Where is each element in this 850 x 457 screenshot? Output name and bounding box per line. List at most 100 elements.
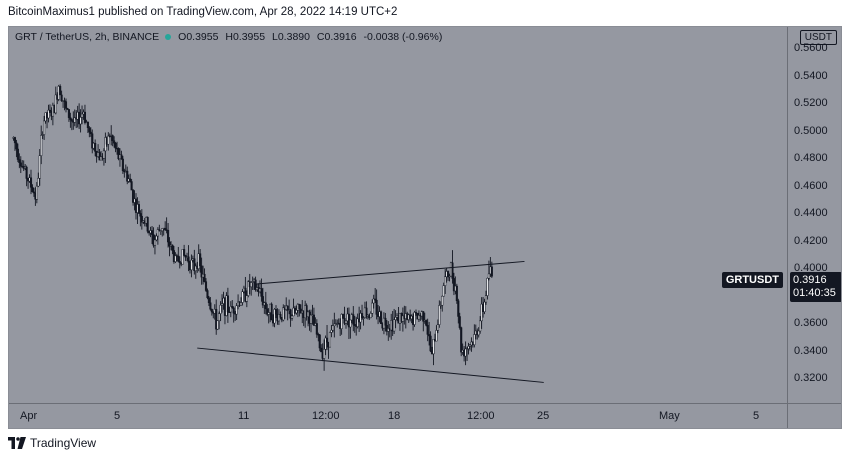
candle-body xyxy=(349,319,352,328)
candle-body xyxy=(267,312,270,315)
candle-body xyxy=(444,276,447,286)
candle-body xyxy=(439,304,442,307)
candle-body xyxy=(245,295,248,302)
candle-body xyxy=(64,101,68,109)
time-tick-label: Apr xyxy=(20,410,38,422)
candle-body xyxy=(19,162,22,167)
candle-body xyxy=(18,159,21,164)
time-tick-label: 5 xyxy=(114,410,121,422)
time-tick-label: 11 xyxy=(238,410,250,422)
candle-body xyxy=(235,305,238,315)
candle-body xyxy=(226,295,229,313)
price-axis[interactable]: USDT 0.5600 0.5400 0.5200 0.5000 0.4800 0.460… xyxy=(787,27,841,403)
candle-body xyxy=(428,334,431,337)
candle-body xyxy=(29,177,33,188)
candle-body xyxy=(251,281,254,283)
candle-body xyxy=(66,108,69,110)
candle-body xyxy=(91,133,94,149)
candle-body xyxy=(199,253,202,267)
candle-body xyxy=(63,100,66,102)
candle-body xyxy=(483,301,486,312)
candle-body xyxy=(414,312,418,314)
candle-body xyxy=(114,142,117,149)
time-tick-label: 12:00 xyxy=(467,410,495,422)
candle-body xyxy=(374,298,377,301)
last-price-badge: 0.3916 01:40:35 xyxy=(790,271,841,302)
candle-body xyxy=(305,305,308,317)
candle-body xyxy=(155,235,158,241)
candle-body xyxy=(41,134,44,136)
candle-body xyxy=(318,334,321,349)
candle-body xyxy=(312,314,315,326)
candle-body xyxy=(241,291,244,303)
currency-badge[interactable]: USDT xyxy=(799,30,837,45)
candle-body xyxy=(486,278,489,296)
legend-c-label: C xyxy=(316,31,325,43)
price-tick-label: 0.4600 xyxy=(794,179,828,192)
candle-body xyxy=(137,204,140,214)
candle-body xyxy=(467,346,470,349)
candles-layer xyxy=(12,84,493,371)
candle-body xyxy=(86,121,89,129)
candle-body xyxy=(352,314,355,325)
candle-body xyxy=(120,154,123,160)
candle-body xyxy=(67,109,70,118)
candle-body xyxy=(465,348,469,350)
price-tick-label: 0.5200 xyxy=(794,97,828,109)
candle-body xyxy=(210,308,213,313)
price-tick-label: 0.3600 xyxy=(794,317,828,329)
candle-body xyxy=(167,230,170,243)
candle-body xyxy=(413,312,416,325)
candle-body xyxy=(340,314,343,329)
candle-body xyxy=(15,142,18,150)
footer-brand: TradingView xyxy=(30,436,97,450)
candle-body xyxy=(220,303,224,306)
candle-body xyxy=(429,335,432,352)
candle-body xyxy=(16,148,19,160)
candle-body xyxy=(290,315,294,319)
candle-body xyxy=(102,150,105,159)
candle-body xyxy=(146,217,149,232)
candle-body xyxy=(209,302,212,310)
candle-body xyxy=(480,303,483,322)
candle-body xyxy=(372,298,375,304)
candle-body xyxy=(47,109,50,119)
candle-body xyxy=(207,297,210,304)
candle-body xyxy=(232,307,235,314)
time-tick-label: 25 xyxy=(537,410,550,422)
candle-body xyxy=(98,152,101,161)
trendline-lower[interactable] xyxy=(197,347,544,383)
candle-body xyxy=(38,155,41,179)
trendline-upper[interactable] xyxy=(254,260,525,285)
candle-body xyxy=(274,309,278,315)
candle-body xyxy=(54,94,57,114)
candle-body xyxy=(153,239,157,246)
legend-o-value: 0.3955 xyxy=(186,31,219,43)
candle-body xyxy=(457,300,460,317)
price-tick-label: 0.4000 xyxy=(794,262,828,274)
plot-area[interactable] xyxy=(9,27,787,403)
candle-body xyxy=(107,135,110,145)
candle-body xyxy=(32,191,35,194)
candle-body xyxy=(417,315,420,320)
candle-body xyxy=(190,259,193,271)
candle-body xyxy=(266,308,269,315)
chart-frame[interactable]: GRT / TetherUS, 2h, BINANCE O0.3955 H0.39… xyxy=(8,26,842,429)
candle-body xyxy=(328,332,332,348)
footer[interactable]: TradingView xyxy=(8,435,96,451)
candle-body xyxy=(129,178,132,182)
price-tick-label: 0.4200 xyxy=(794,234,828,247)
candle-body xyxy=(161,228,164,232)
price-tick-label: 0.3400 xyxy=(794,344,828,357)
candle-body xyxy=(239,302,243,306)
candle-body xyxy=(452,278,455,292)
candle-body xyxy=(435,330,438,342)
legend-o-label: O xyxy=(178,31,187,43)
candle-body xyxy=(436,324,439,331)
time-axis[interactable]: Apr 5 11 12:00 18 12:00 25 May 5 xyxy=(9,403,787,428)
time-tick-label: 18 xyxy=(388,410,401,422)
candle-body xyxy=(324,337,327,350)
candle-body xyxy=(320,347,323,353)
price-tick-label: 0.4800 xyxy=(794,152,828,164)
candle-body xyxy=(487,273,490,279)
